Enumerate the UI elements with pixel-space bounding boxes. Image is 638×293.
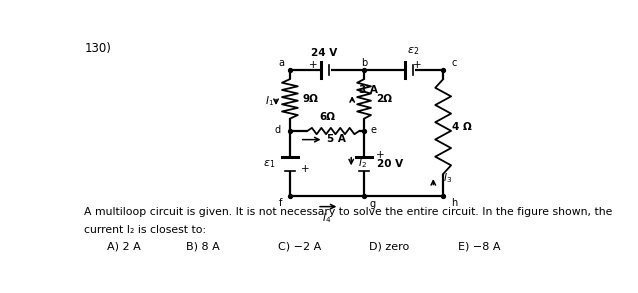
Text: A multiloop circuit is given. It is not necessary to solve the entire circuit. I: A multiloop circuit is given. It is not … [84, 207, 612, 217]
Text: C) −2 A: C) −2 A [278, 241, 321, 251]
Text: 3 A: 3 A [359, 85, 378, 95]
Text: D) zero: D) zero [369, 241, 409, 251]
Text: g: g [369, 199, 375, 209]
Text: +: + [309, 60, 318, 70]
Text: +: + [300, 164, 309, 174]
Text: e: e [371, 125, 377, 135]
Text: 20 V: 20 V [377, 159, 403, 169]
Text: b: b [361, 58, 367, 68]
Text: +: + [413, 60, 421, 70]
Text: d: d [275, 125, 281, 135]
Text: $I_4$: $I_4$ [322, 212, 332, 225]
Text: c: c [451, 58, 456, 68]
Text: 4 Ω: 4 Ω [452, 122, 471, 132]
Text: 130): 130) [85, 42, 112, 55]
Text: $\varepsilon_1$: $\varepsilon_1$ [263, 158, 275, 170]
Text: 5 A: 5 A [327, 134, 346, 144]
Text: f: f [279, 198, 282, 208]
Text: $I_2$: $I_2$ [358, 156, 367, 170]
Text: +: + [376, 150, 385, 160]
Text: $I_3$: $I_3$ [443, 171, 452, 185]
Text: 9Ω: 9Ω [303, 94, 318, 104]
Text: 24 V: 24 V [311, 48, 338, 58]
Text: $\varepsilon_2$: $\varepsilon_2$ [408, 45, 420, 57]
Text: 6Ω: 6Ω [319, 113, 335, 122]
Text: A) 2 A: A) 2 A [107, 241, 141, 251]
Text: B) 8 A: B) 8 A [186, 241, 220, 251]
Text: E) −8 A: E) −8 A [458, 241, 500, 251]
Text: current I₂ is closest to:: current I₂ is closest to: [84, 225, 206, 235]
Text: 2Ω: 2Ω [376, 94, 392, 104]
Text: a: a [278, 58, 284, 68]
Text: $I_1$: $I_1$ [265, 94, 274, 108]
Text: h: h [451, 198, 457, 208]
